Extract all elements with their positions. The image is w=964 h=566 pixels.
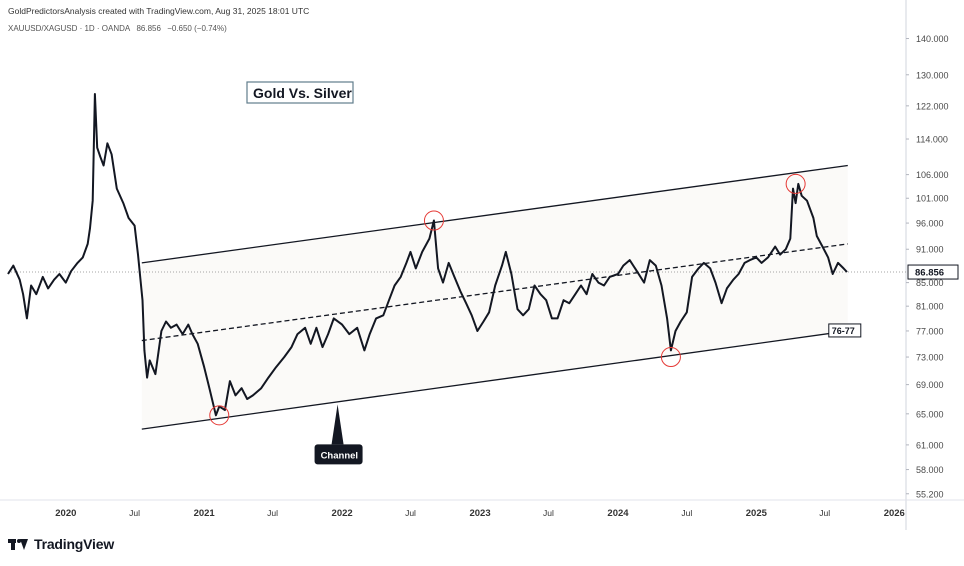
last-price-label: 86.856: [915, 268, 944, 279]
y-tick-label: 55.200: [916, 489, 944, 499]
channel-upper-line[interactable]: [141, 164, 848, 264]
x-tick-label: Jul: [267, 508, 278, 518]
x-tick-label: 2025: [746, 508, 768, 519]
y-tick-label: 81.000: [916, 302, 944, 312]
x-tick-label: 2020: [55, 508, 76, 519]
y-tick-label: 96.000: [916, 219, 944, 229]
y-tick-label: 65.000: [916, 409, 944, 419]
chart-title-box[interactable]: [246, 81, 354, 104]
pivot-circle-3[interactable]: [660, 347, 681, 368]
y-tick-label: 122.000: [916, 101, 949, 111]
x-tick-label: 2023: [469, 508, 490, 519]
pivot-circle-1[interactable]: [209, 405, 230, 426]
y-tick-label: 101.000: [916, 194, 949, 204]
y-tick-label: 69.000: [916, 380, 944, 390]
channel-callout-box[interactable]: [314, 444, 363, 465]
x-tick-label: Jul: [543, 508, 554, 518]
y-tick-label: 77.000: [916, 326, 944, 336]
x-tick-label: Jul: [129, 508, 140, 518]
y-tick-label: 85.000: [916, 278, 944, 288]
attribution-text: GoldPredictorsAnalysis created with Trad…: [8, 6, 310, 16]
ratio-series-line[interactable]: [7, 93, 848, 417]
symbol-name[interactable]: XAUUSD/XAGUSD · 1D · OANDA: [8, 24, 131, 33]
x-tick-label: 2021: [194, 508, 216, 519]
x-tick-label: 2026: [884, 508, 905, 519]
tradingview-footer[interactable]: TradingView: [8, 536, 114, 552]
pivot-circle-2[interactable]: [423, 210, 444, 231]
price-change: −0.650 (−0.74%): [167, 24, 227, 33]
channel-callout-arrow: [331, 404, 344, 445]
channel-target-label: 76-77: [832, 326, 855, 336]
y-tick-label: 140.000: [916, 34, 949, 44]
channel-mid-line[interactable]: [141, 243, 848, 342]
last-price: 86.856: [136, 24, 161, 33]
last-price-box: [907, 264, 959, 280]
chart-title: Gold Vs. Silver: [253, 85, 352, 101]
brand-name: TradingView: [34, 536, 115, 552]
pivot-circle-4[interactable]: [785, 173, 806, 194]
channel-lower-line[interactable]: [141, 330, 848, 430]
channel-fill: [141, 165, 848, 430]
y-tick-label: 61.000: [916, 440, 944, 450]
y-tick-label: 106.000: [916, 170, 949, 180]
x-tick-label: 2022: [332, 508, 353, 519]
x-tick-label: Jul: [681, 508, 692, 518]
y-tick-label: 58.000: [916, 465, 944, 475]
symbol-bar: XAUUSD/XAGUSD · 1D · OANDA 86.856 −0.650…: [8, 24, 231, 33]
y-tick-label: 91.000: [916, 245, 944, 255]
x-tick-label: Jul: [819, 508, 830, 518]
channel-target-label-box[interactable]: [828, 323, 862, 338]
y-tick-label: 130.000: [916, 70, 949, 80]
tradingview-logo-icon: [8, 537, 28, 551]
x-tick-label: 2024: [607, 508, 629, 519]
channel-callout-text: Channel: [321, 450, 358, 461]
y-tick-label: 73.000: [916, 353, 944, 363]
y-tick-label: 114.000: [916, 135, 948, 145]
x-tick-label: Jul: [405, 508, 416, 518]
